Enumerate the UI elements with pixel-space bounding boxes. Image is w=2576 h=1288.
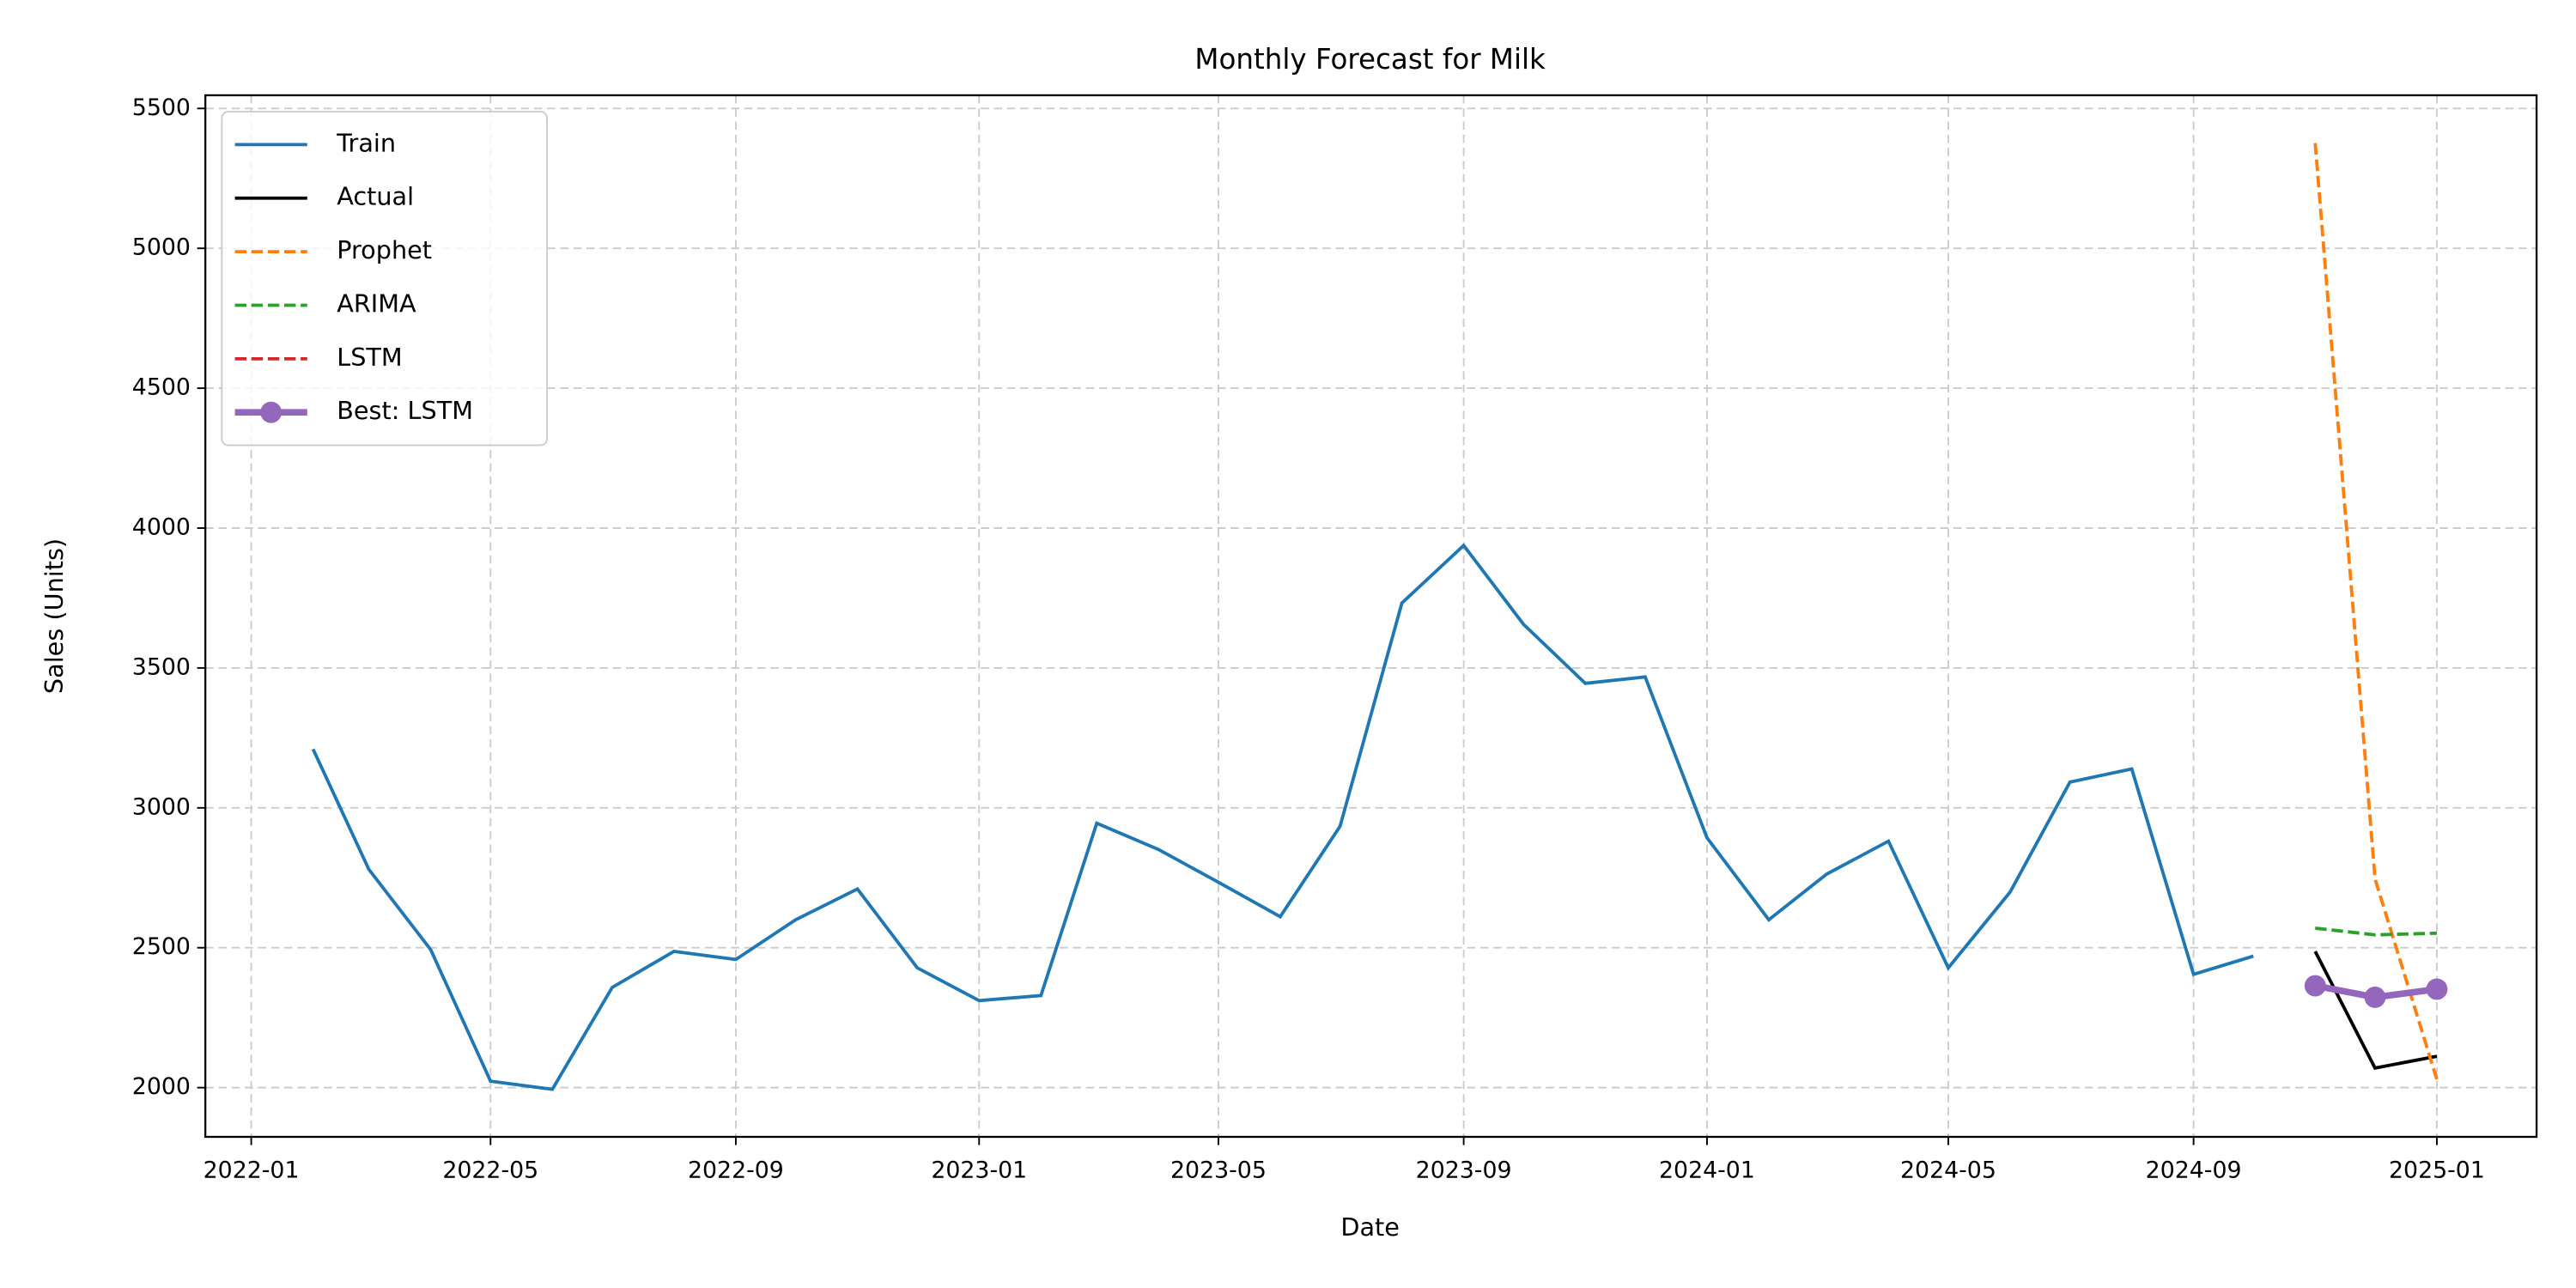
y-tick-label: 3000 — [132, 793, 191, 820]
y-tick-label: 2000 — [132, 1073, 191, 1100]
x-tick-label: 2025-01 — [2389, 1157, 2485, 1184]
series-line — [311, 543, 2254, 1091]
x-tick-label: 2024-01 — [1659, 1157, 1755, 1184]
y-tick-label: 3500 — [132, 653, 191, 680]
x-axis-label: Date — [1340, 1212, 1400, 1242]
plot-frame — [204, 94, 2538, 1139]
series-line — [2315, 927, 2438, 937]
x-tick-label: 2024-05 — [1900, 1157, 1996, 1184]
x-tick-label: 2022-01 — [204, 1157, 300, 1184]
chart-title: Monthly Forecast for Milk — [1194, 43, 1546, 76]
x-tick-label: 2023-05 — [1170, 1157, 1267, 1184]
series-line — [2313, 951, 2438, 1070]
point — [2304, 975, 2326, 997]
x-tick-label: 2022-05 — [442, 1157, 538, 1184]
x-tick-label: 2023-09 — [1416, 1157, 1512, 1184]
y-tick-label: 4000 — [132, 514, 191, 541]
legend-label: Best: LSTM — [337, 396, 473, 425]
x-tick-label: 2024-09 — [2146, 1157, 2242, 1184]
y-tick-label: 5500 — [132, 94, 191, 121]
series-line — [2313, 143, 2439, 1080]
legend-box — [221, 111, 549, 447]
y-tick-label: 5000 — [132, 234, 191, 261]
legend-label: Train — [336, 128, 396, 157]
legend-label: Prophet — [337, 235, 432, 264]
x-tick-label: 2023-01 — [931, 1157, 1027, 1184]
legend-marker — [260, 401, 283, 423]
point — [2426, 978, 2448, 1000]
legend-label: ARIMA — [337, 289, 416, 318]
point — [2364, 986, 2386, 1008]
y-tick-label: 2500 — [132, 933, 191, 960]
y-axis-label: Sales (Units) — [39, 538, 69, 694]
legend-label: Actual — [337, 182, 414, 211]
legend-label: LSTM — [337, 343, 402, 372]
y-tick-label: 4500 — [132, 374, 191, 401]
x-tick-label: 2022-09 — [688, 1157, 784, 1184]
